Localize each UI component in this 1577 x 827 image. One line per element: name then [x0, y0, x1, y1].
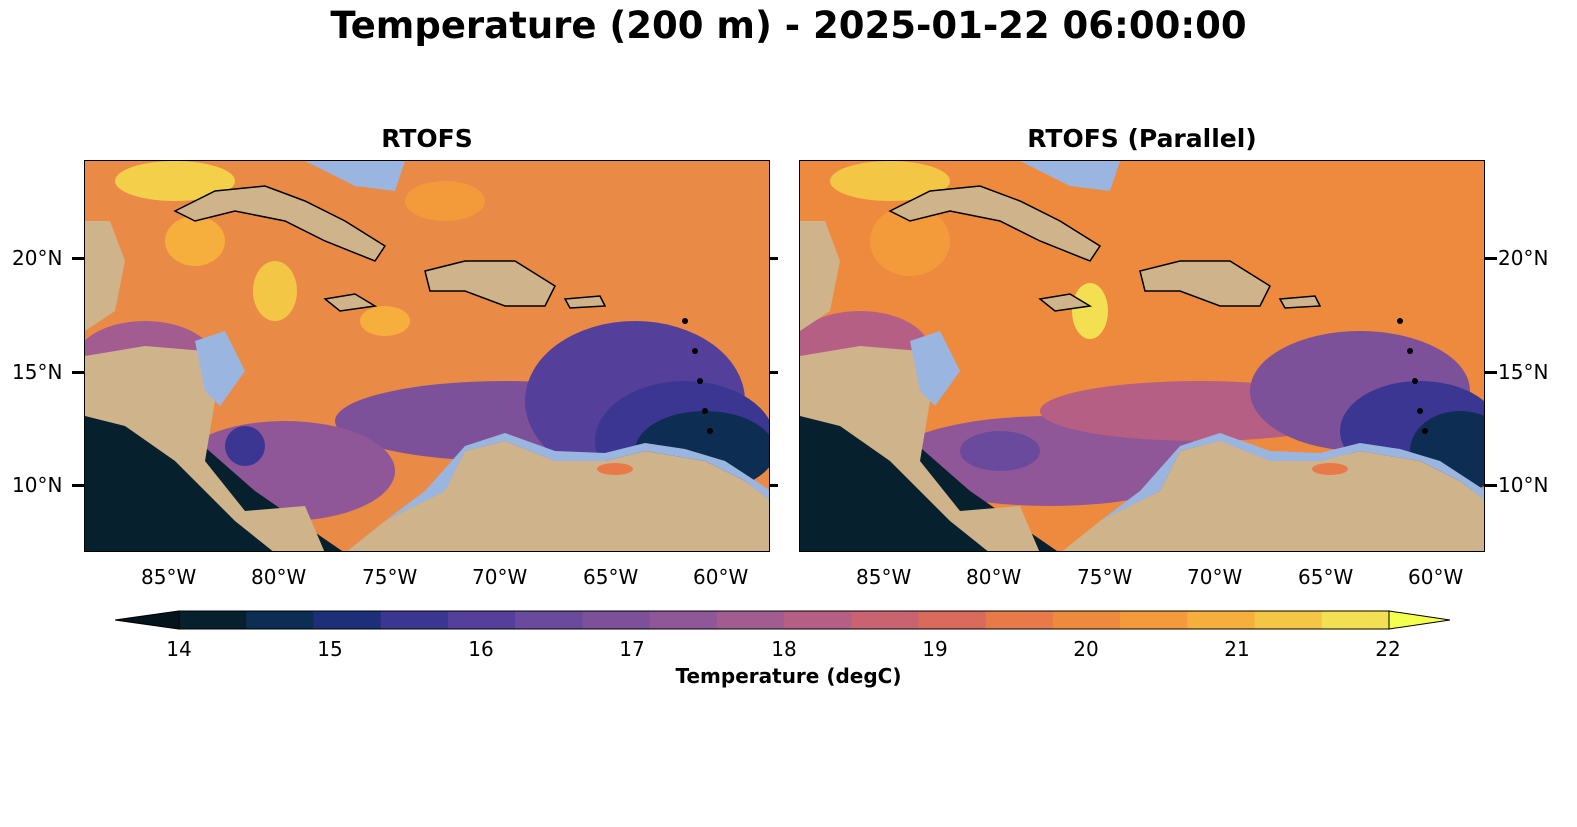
lon-label: 75°W	[1077, 565, 1133, 589]
lat-label: 10°N	[12, 473, 63, 497]
colorbar-segment	[1052, 611, 1121, 629]
colorbar-tick-label: 18	[771, 637, 797, 661]
lat-label: 10°N	[1498, 473, 1549, 497]
colorbar-segment	[784, 611, 852, 629]
map-panel-rtofs-parallel	[799, 160, 1485, 552]
lat-tick	[1485, 484, 1497, 487]
colorbar-tick-label: 22	[1375, 637, 1401, 661]
colorbar-tick-label: 17	[619, 637, 645, 661]
lat-tick	[770, 371, 778, 374]
lat-label: 15°N	[1498, 360, 1549, 384]
lon-label: 65°W	[583, 565, 639, 589]
colorbar-segment	[985, 611, 1054, 629]
temperature-field-rtofs	[85, 161, 769, 551]
lat-tick	[770, 484, 778, 487]
temperature-field-rtofs-parallel	[800, 161, 1484, 551]
lon-label: 60°W	[1408, 565, 1464, 589]
colorbar-segment	[1120, 611, 1188, 629]
colorbar-segment	[851, 611, 919, 629]
colorbar-tick-label: 20	[1073, 637, 1099, 661]
lat-label: 15°N	[12, 360, 63, 384]
panel-title-rtofs-parallel: RTOFS (Parallel)	[1027, 124, 1257, 153]
panel-title-rtofs: RTOFS	[381, 124, 473, 153]
lat-tick	[1485, 257, 1497, 260]
lon-label: 70°W	[1187, 565, 1243, 589]
lon-label: 60°W	[693, 565, 749, 589]
colorbar	[115, 610, 1451, 630]
lat-tick	[72, 257, 84, 260]
colorbar-tick-label: 19	[922, 637, 948, 661]
colorbar-segment	[447, 611, 516, 629]
colorbar-segment	[179, 611, 247, 629]
colorbar-segment	[1254, 611, 1323, 629]
map-panel-rtofs	[84, 160, 770, 552]
colorbar-segment	[582, 611, 651, 629]
colorbar-segment	[649, 611, 718, 629]
lon-label: 80°W	[966, 565, 1022, 589]
colorbar-segment	[918, 611, 987, 629]
colorbar-segment	[380, 611, 449, 629]
colorbar-segment	[246, 611, 314, 629]
colorbar-tick-label: 21	[1224, 637, 1250, 661]
lon-label: 85°W	[856, 565, 912, 589]
lon-label: 75°W	[362, 565, 418, 589]
lat-tick	[1485, 371, 1497, 374]
lon-label: 80°W	[251, 565, 307, 589]
lat-tick	[72, 484, 84, 487]
colorbar-title: Temperature (degC)	[675, 664, 902, 688]
colorbar-segment	[515, 611, 583, 629]
figure-title: Temperature (200 m) - 2025-01-22 06:00:0…	[330, 4, 1247, 47]
lon-label: 70°W	[472, 565, 528, 589]
lat-tick	[72, 371, 84, 374]
colorbar-tick-label: 14	[166, 637, 192, 661]
colorbar-tick-label: 16	[468, 637, 494, 661]
colorbar-segment	[716, 611, 785, 629]
lat-label: 20°N	[12, 246, 63, 270]
colorbar-tick-label: 15	[317, 637, 343, 661]
lat-tick	[770, 257, 778, 260]
lon-label: 85°W	[141, 565, 197, 589]
lon-label: 65°W	[1298, 565, 1354, 589]
colorbar-segment	[313, 611, 382, 629]
colorbar-segment	[1187, 611, 1256, 629]
lat-label: 20°N	[1498, 246, 1549, 270]
colorbar-segment	[1321, 611, 1390, 629]
